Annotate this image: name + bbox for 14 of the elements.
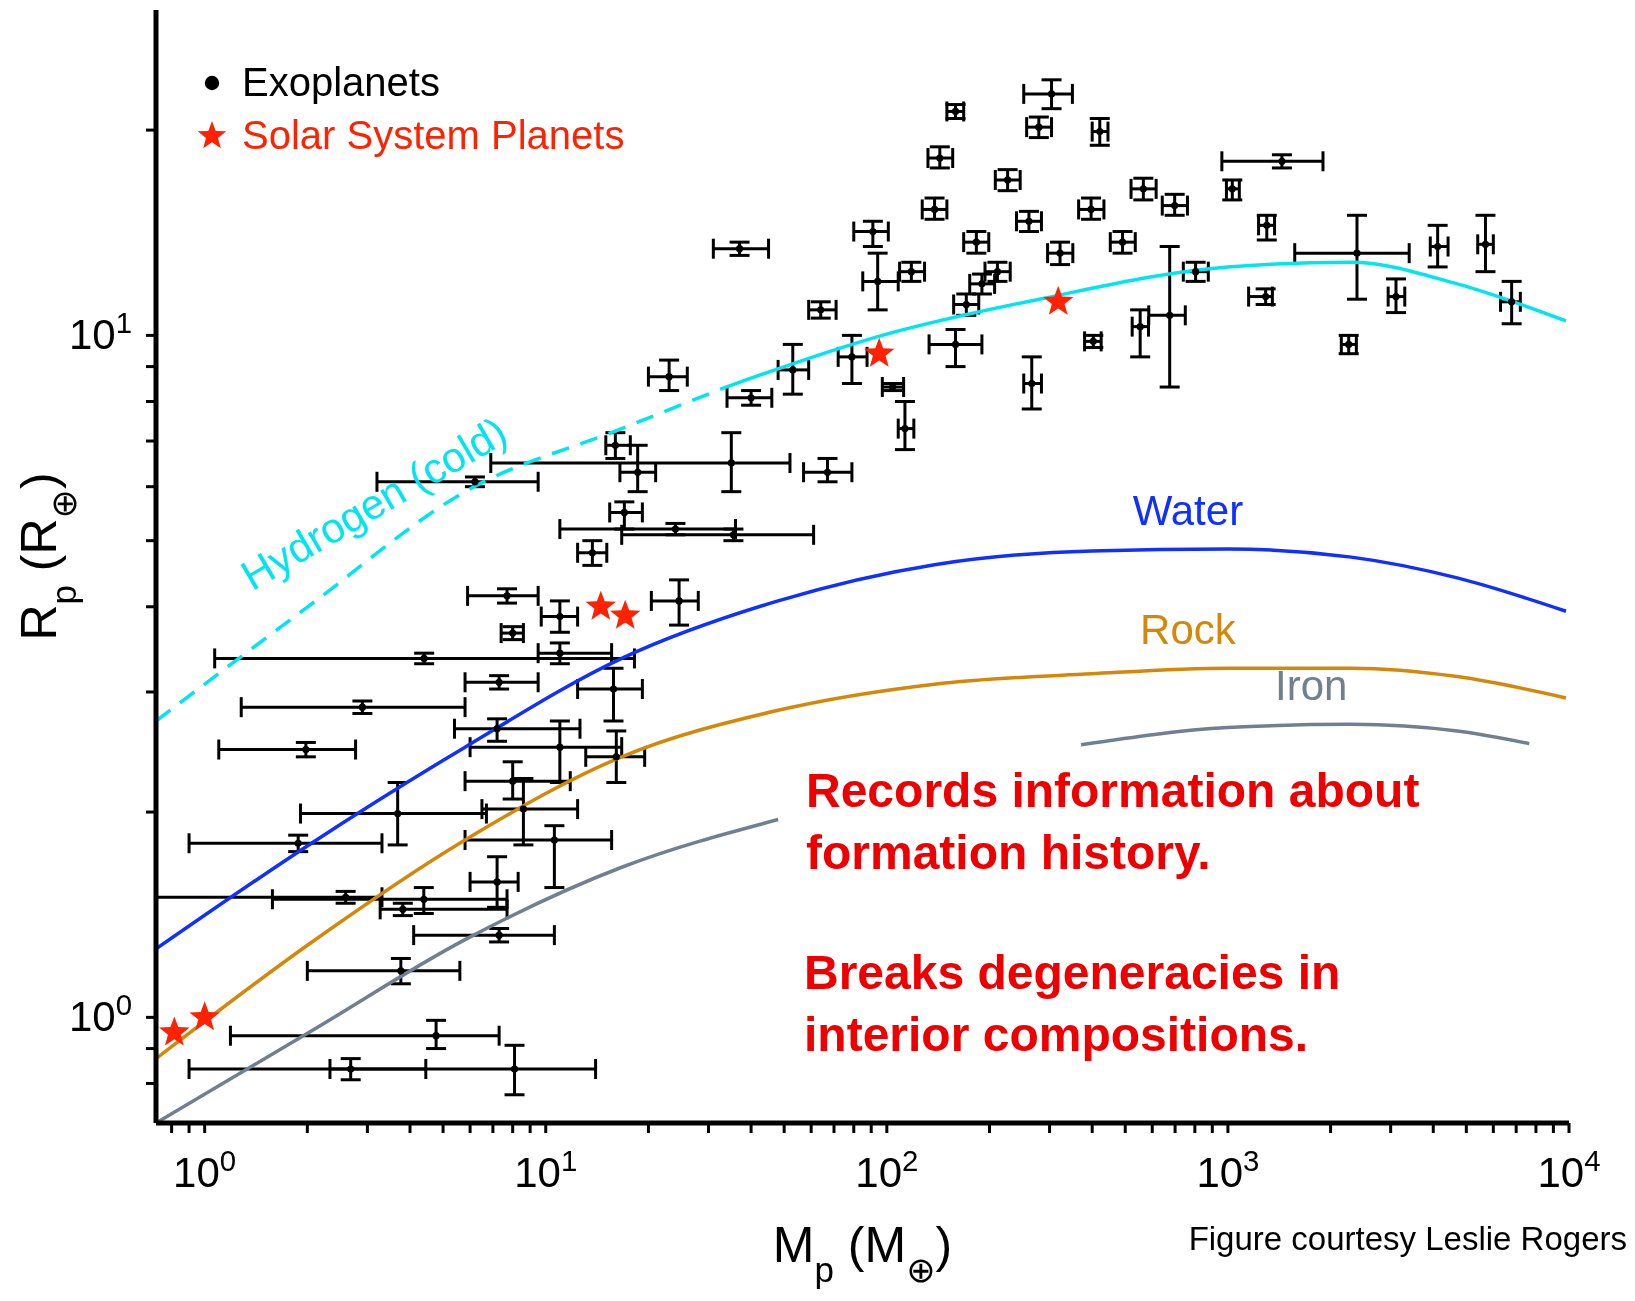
text: Figure courtesy Leslie Rogers [1188, 1219, 1627, 1259]
legend-label: Solar System Planets [242, 113, 625, 158]
x-axis-title: M$_{p}$ (M$_{⊕}$) [772, 1217, 953, 1289]
series-label: Water [1132, 487, 1244, 535]
series-label: Rock [1140, 606, 1237, 654]
x-tick-label: 10$^{0}$ [173, 1143, 237, 1196]
legend-label: Exoplanets [242, 60, 440, 105]
x-tick-label: 10$^{3}$ [1196, 1143, 1260, 1196]
x-tick-label: 10$^{1}$ [514, 1143, 578, 1196]
annotation: Breaks degeneracies in interior compositions. [804, 945, 1342, 1064]
x-tick-label: 10$^{4}$ [1537, 1143, 1601, 1196]
annotation: Records information about formation history. [806, 763, 1421, 882]
series-label: Iron [1275, 662, 1348, 710]
x-tick-label: 10$^{2}$ [855, 1143, 919, 1196]
